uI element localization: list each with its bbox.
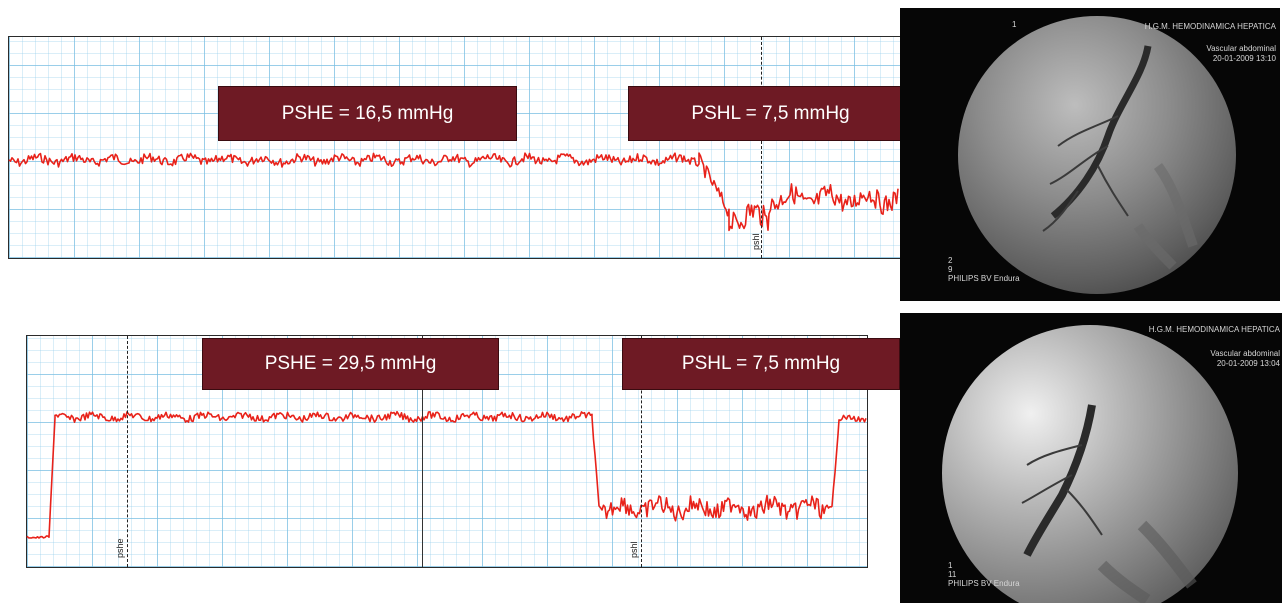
fluoroscopy-field-bottom [942,325,1238,603]
fluoro-datetime-bottom: 20-01-2009 13:04 [1217,359,1280,368]
pressure-trace-top [9,37,914,260]
fluoroscopy-field-top [958,16,1236,294]
pshl-value-box-bottom: PSHL = 7,5 mmHg [622,338,900,390]
fluoro-bottom-line2-top: 9 [948,265,952,274]
pressure-tracing-top: pshl [8,36,913,259]
fluoro-study-top: Vascular abdominal [1206,44,1276,53]
pshe-marker-bottom [127,336,128,567]
hepatic-vein-contrast-top [958,16,1236,294]
fluoro-bottom-line2-bottom: 11 [948,570,956,579]
pshe-marker-label-bottom: pshe [115,538,125,558]
fluoro-bottom-line1-top: 2 [948,256,952,265]
pshl-marker-label-top: pshl [751,233,761,250]
pressure-trace-line-top [9,153,898,230]
pshl-marker-top [761,37,762,258]
pshe-value-box-top: PSHE = 16,5 mmHg [218,86,517,141]
fluoro-header-top: H.G.M. HEMODINAMICA HEPATICA [1145,22,1276,31]
pshe-value-top: PSHE = 16,5 mmHg [282,103,454,125]
fluoro-header-bottom: H.G.M. HEMODINAMICA HEPATICA [1149,325,1280,334]
fluoro-study-bottom: Vascular abdominal [1210,349,1280,358]
fluoroscopy-image-bottom: H.G.M. HEMODINAMICA HEPATICA Vascular ab… [900,313,1282,603]
pshl-value-top: PSHL = 7,5 mmHg [691,103,849,125]
pshl-value-box-top: PSHL = 7,5 mmHg [628,86,913,141]
fluoro-datetime-top: 20-01-2009 13:10 [1213,54,1276,63]
pshe-value-box-bottom: PSHE = 29,5 mmHg [202,338,499,390]
pshe-value-bottom: PSHE = 29,5 mmHg [265,353,437,375]
fluoro-bottom-line1-bottom: 1 [948,561,952,570]
fluoro-device-bottom: PHILIPS BV Endura [948,579,1020,588]
fluoroscopy-image-top: 1 H.G.M. HEMODINAMICA HEPATICA Vascular … [900,8,1280,301]
pshl-value-bottom: PSHL = 7,5 mmHg [682,353,840,375]
pshl-marker-label-bottom: pshl [629,541,639,558]
fluoro-corner-number-top: 1 [1012,20,1016,29]
hepatic-vein-contrast-bottom [942,325,1238,603]
pressure-trace-line-bottom [27,412,866,538]
fluoro-device-top: PHILIPS BV Endura [948,274,1020,283]
